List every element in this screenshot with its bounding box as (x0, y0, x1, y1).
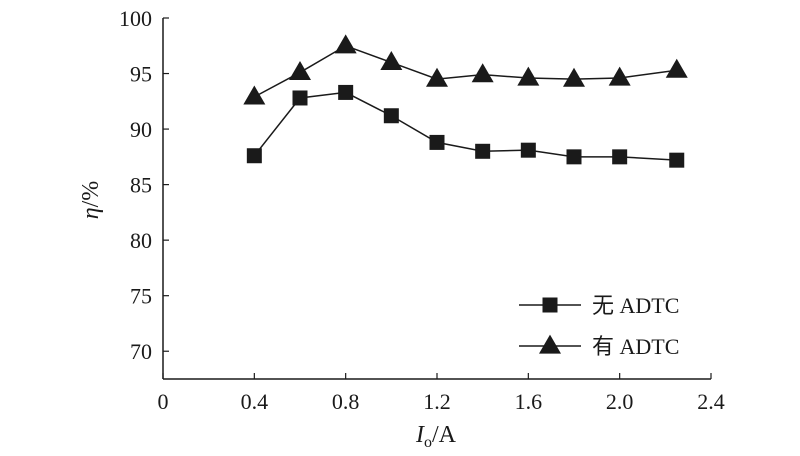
y-axis-symbol: η (78, 207, 104, 219)
data-point-square (475, 143, 491, 159)
data-point-triangle (426, 67, 448, 87)
series-layer (243, 34, 688, 168)
data-point-square (566, 149, 582, 165)
axes: 0 0.4 0.8 1.2 1.6 2.0 2.4 70 75 80 85 90 95 100 (119, 6, 725, 414)
data-point-square (246, 148, 262, 164)
data-point-triangle (563, 67, 585, 87)
series-line-square (253, 91, 677, 161)
data-point-square (429, 134, 445, 150)
x-axis-subscript: o (424, 434, 432, 451)
x-tick-label: 0.8 (332, 389, 360, 414)
x-tick-label: 1.2 (423, 389, 451, 414)
x-tick-label: 0 (158, 389, 169, 414)
y-tick-label: 90 (130, 117, 152, 142)
data-point-square (383, 108, 399, 124)
y-tick-label: 75 (130, 284, 152, 309)
legend-marker-square (542, 297, 558, 313)
legend-marker-triangle (539, 334, 561, 354)
x-axis-unit: /A (432, 422, 457, 448)
y-tick-label: 85 (130, 173, 152, 198)
data-point-triangle (289, 61, 311, 81)
data-point-triangle (243, 85, 266, 105)
series-line-triangle (253, 44, 677, 98)
x-tick-label: 0.4 (241, 389, 269, 414)
data-point-square (338, 84, 354, 100)
y-tick-label: 100 (119, 6, 152, 31)
series-triangle (243, 34, 688, 105)
data-point-square (669, 152, 685, 168)
data-point-square (520, 142, 536, 158)
y-axis-label: η/% (78, 181, 104, 220)
y-axis-unit: /% (78, 181, 104, 208)
series-square (246, 84, 685, 168)
x-axis-label: Io/A (415, 422, 457, 451)
x-axis-symbol: I (415, 422, 425, 448)
x-tick-label: 2.4 (697, 389, 725, 414)
legend-label-triangle: 有 ADTC (592, 334, 679, 359)
data-point-triangle (380, 51, 403, 71)
x-tick-label: 2.0 (606, 389, 634, 414)
y-tick-label: 95 (130, 62, 152, 87)
x-tick-label: 1.6 (515, 389, 543, 414)
data-point-triangle (608, 66, 631, 86)
data-point-square (292, 90, 308, 106)
legend-label-square: 无 ADTC (592, 293, 679, 318)
y-tick-label: 70 (130, 339, 152, 364)
data-point-triangle (334, 34, 357, 54)
y-tick-label: 80 (130, 228, 152, 253)
data-point-triangle (471, 63, 494, 83)
legend: 无 ADTC 有 ADTC (519, 293, 679, 359)
data-point-triangle (517, 66, 540, 86)
data-point-square (612, 149, 628, 165)
data-point-triangle (665, 58, 688, 78)
